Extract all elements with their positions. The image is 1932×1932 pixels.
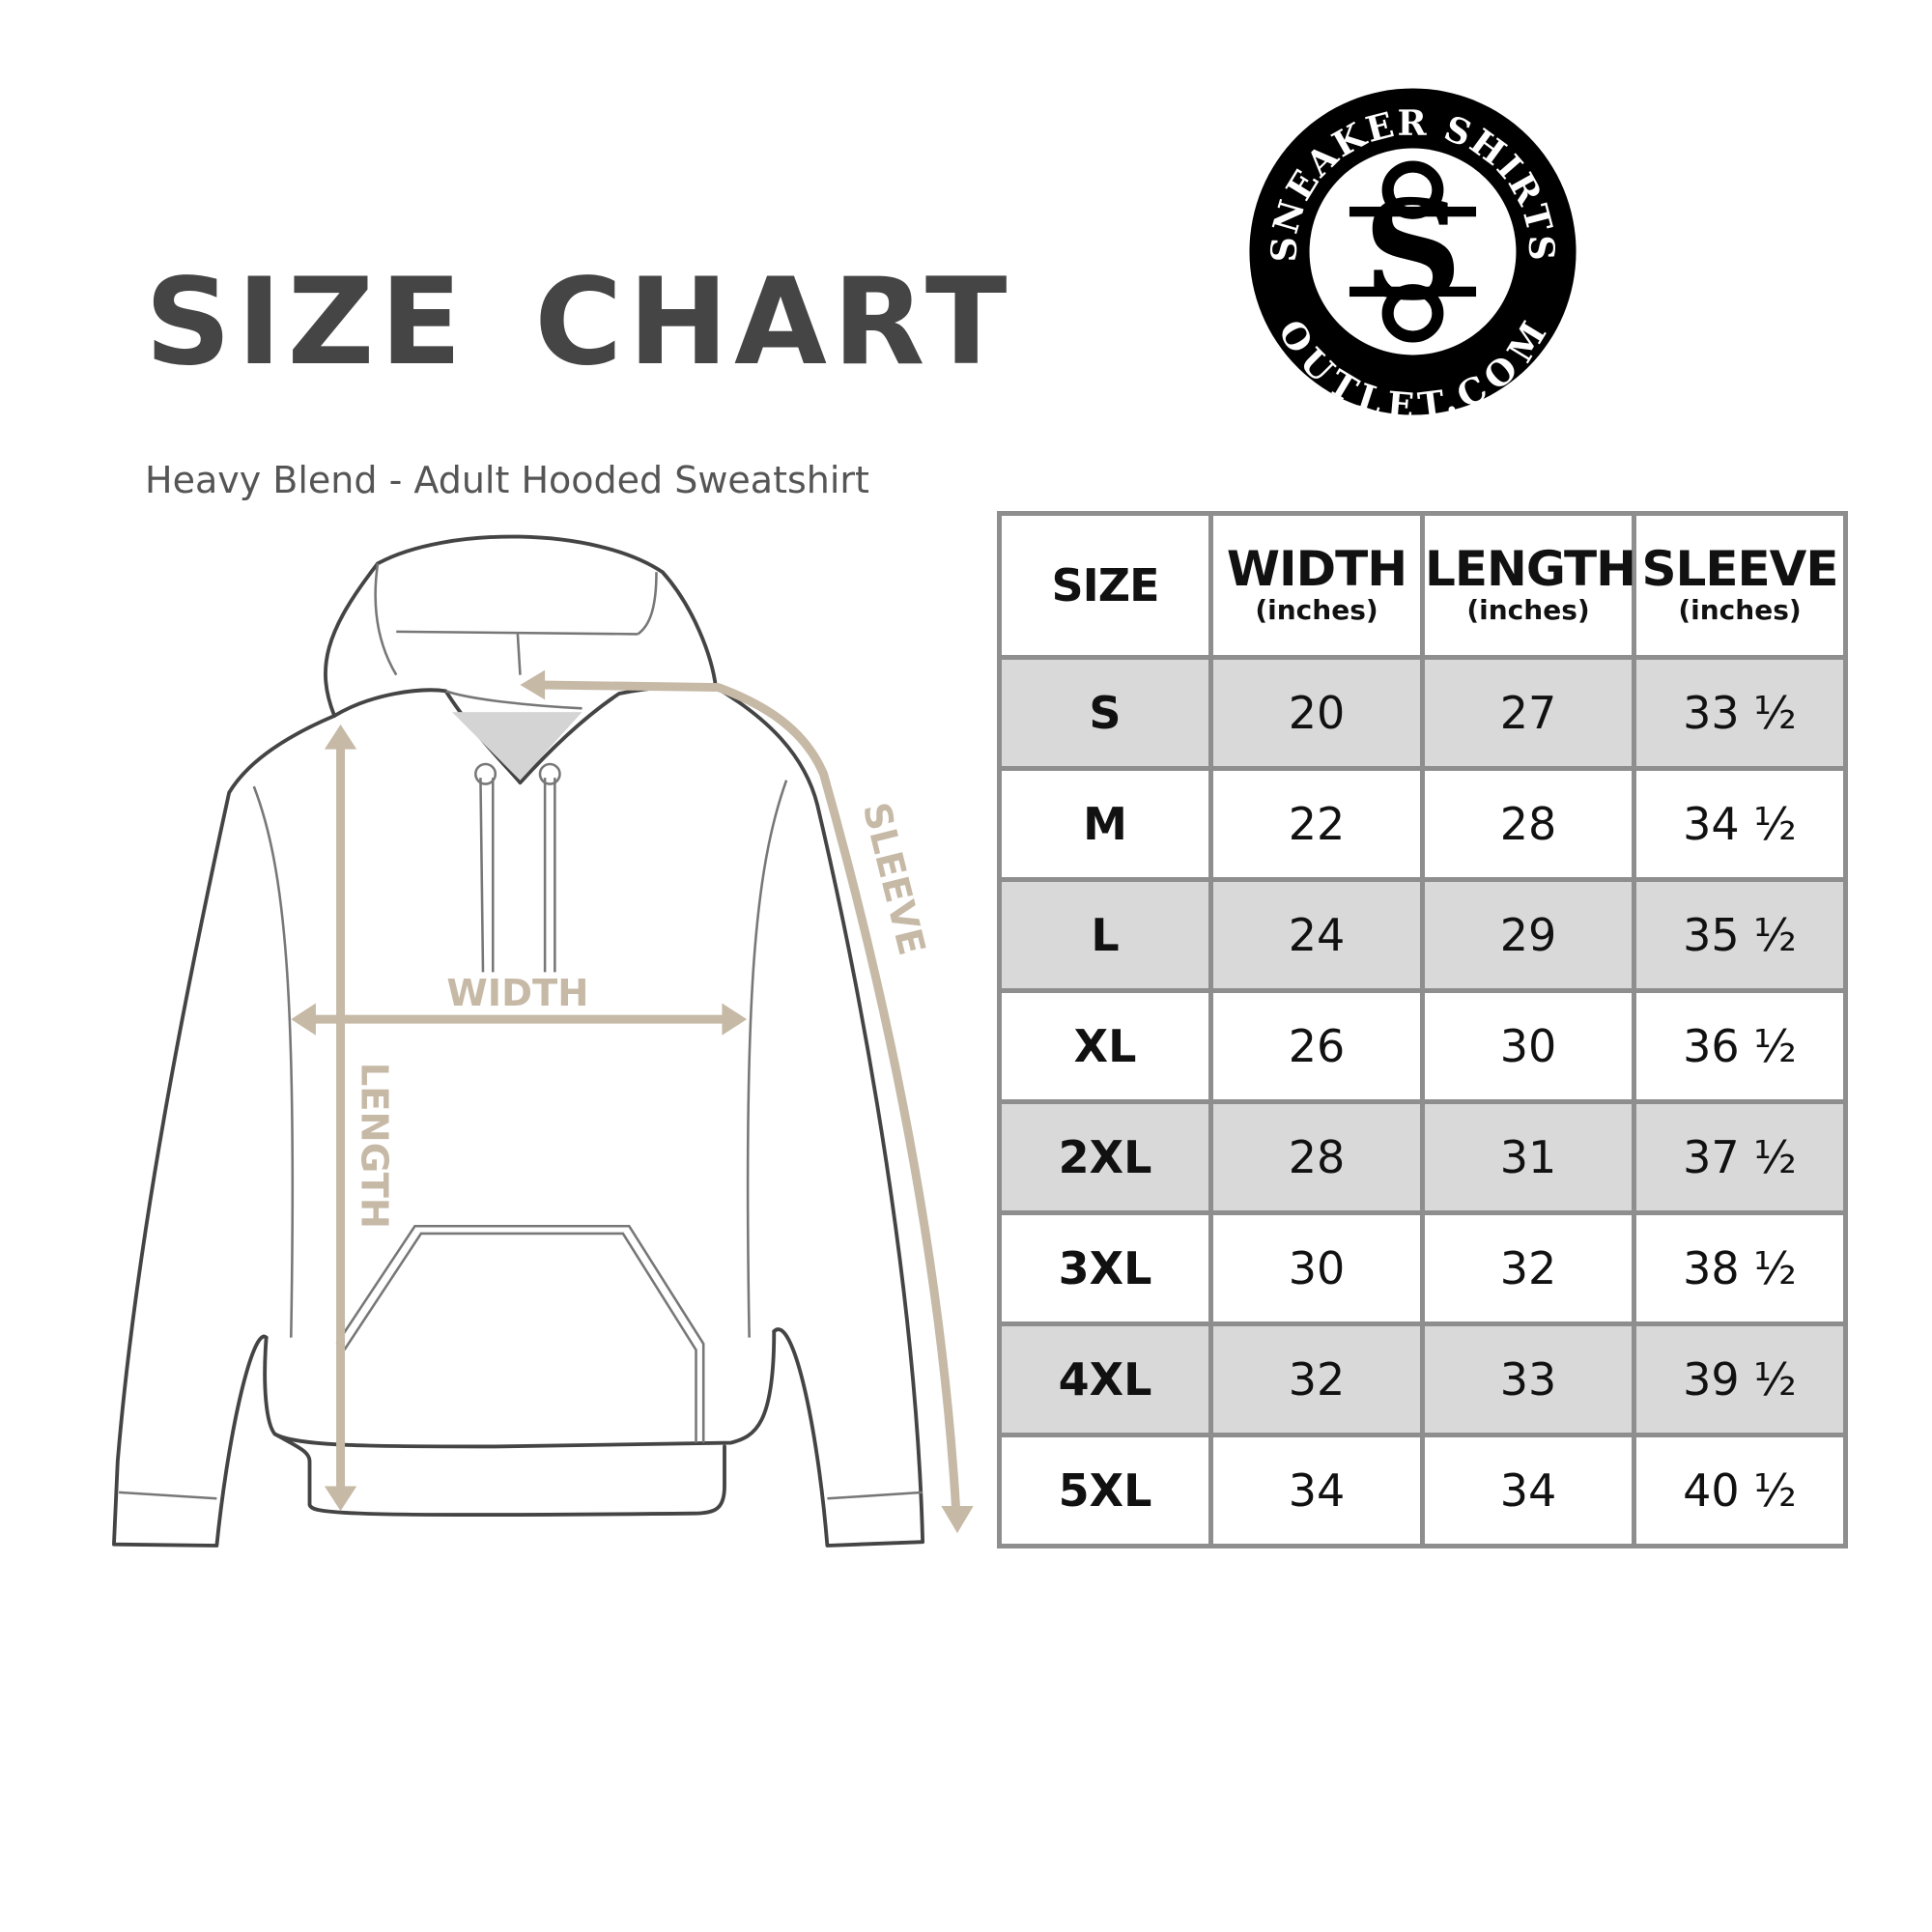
cell-size: 4XL	[997, 1321, 1213, 1437]
cell-width: 24	[1208, 877, 1425, 993]
header-size: SIZE	[997, 511, 1213, 660]
cell-size: L	[997, 877, 1213, 993]
cell-sleeve: 37 ½	[1632, 1099, 1848, 1215]
cell-length: 27	[1420, 655, 1636, 771]
cell-sleeve: 36 ½	[1632, 988, 1848, 1104]
cell-sleeve: 33 ½	[1632, 655, 1848, 771]
table-row: M 22 28 34 ½	[997, 766, 1848, 882]
brand-logo: SNEAKER SHIRTS OUTLET.COM S	[1249, 88, 1577, 418]
table-row: 4XL 32 33 39 ½	[997, 1321, 1848, 1437]
cell-length: 31	[1420, 1099, 1636, 1215]
table-row: S 20 27 33 ½	[997, 655, 1848, 771]
table-row: 3XL 30 32 38 ½	[997, 1210, 1848, 1326]
cell-size: M	[997, 766, 1213, 882]
cell-length: 33	[1420, 1321, 1636, 1437]
cell-sleeve: 34 ½	[1632, 766, 1848, 882]
table-row: L 24 29 35 ½	[997, 877, 1848, 993]
cell-size: 5XL	[997, 1433, 1213, 1548]
header-length: LENGTH (inches)	[1420, 511, 1636, 660]
cell-length: 29	[1420, 877, 1636, 993]
width-label: WIDTH	[446, 972, 588, 1015]
cell-sleeve: 35 ½	[1632, 877, 1848, 993]
cell-width: 28	[1208, 1099, 1425, 1215]
cell-length: 34	[1420, 1433, 1636, 1548]
page-title: SIZE CHART	[145, 253, 1013, 392]
cell-size: 2XL	[997, 1099, 1213, 1215]
table-row: 5XL 34 34 40 ½	[997, 1433, 1848, 1548]
cell-sleeve: 38 ½	[1632, 1210, 1848, 1326]
cell-width: 30	[1208, 1210, 1425, 1326]
cell-width: 22	[1208, 766, 1425, 882]
product-subtitle: Heavy Blend - Adult Hooded Sweatshirt	[145, 459, 869, 501]
cell-width: 20	[1208, 655, 1425, 771]
size-table: SIZE WIDTH (inches) LENGTH (inches) SLEEVE…	[997, 511, 1848, 1548]
cell-length: 28	[1420, 766, 1636, 882]
header-sleeve: SLEEVE (inches)	[1632, 511, 1848, 660]
table-row: 2XL 28 31 37 ½	[997, 1099, 1848, 1215]
table-row: XL 26 30 36 ½	[997, 988, 1848, 1104]
cell-width: 26	[1208, 988, 1425, 1104]
cell-length: 32	[1420, 1210, 1636, 1326]
header-width: WIDTH (inches)	[1208, 511, 1425, 660]
cell-sleeve: 40 ½	[1632, 1433, 1848, 1548]
cell-size: S	[997, 655, 1213, 771]
length-label: LENGTH	[352, 1063, 395, 1229]
cell-size: 3XL	[997, 1210, 1213, 1326]
svg-text:S: S	[1363, 171, 1462, 331]
cell-sleeve: 39 ½	[1632, 1321, 1848, 1437]
cell-size: XL	[997, 988, 1213, 1104]
cell-length: 30	[1420, 988, 1636, 1104]
table-header-row: SIZE WIDTH (inches) LENGTH (inches) SLEEVE…	[997, 511, 1848, 660]
cell-width: 34	[1208, 1433, 1425, 1548]
cell-width: 32	[1208, 1321, 1425, 1437]
